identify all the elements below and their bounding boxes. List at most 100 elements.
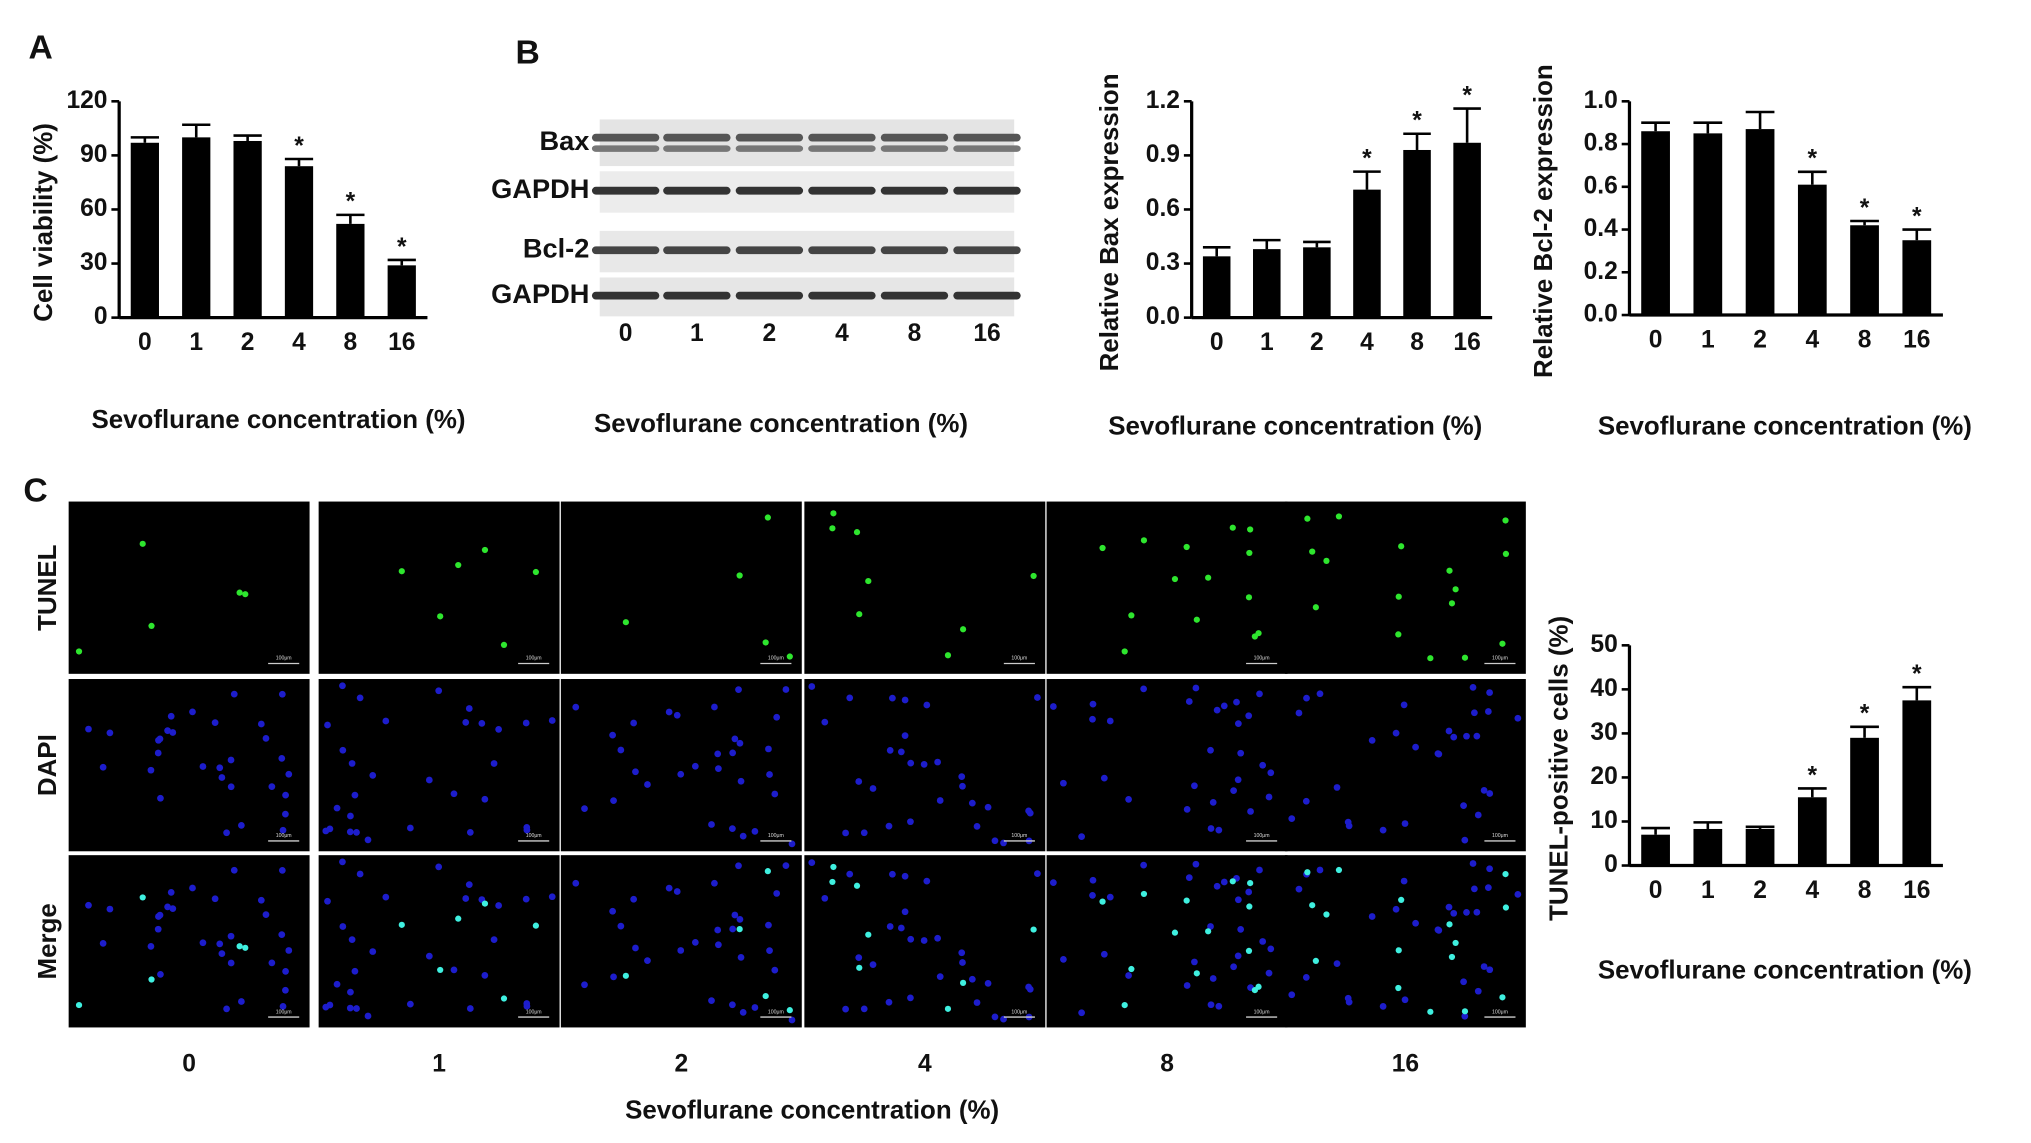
x-tick-label: 2 [1753, 877, 1767, 904]
scale-bar-label: 100μm [1011, 833, 1027, 839]
nucleus [609, 731, 616, 739]
nucleus [1302, 797, 1310, 805]
nucleus [901, 696, 909, 704]
nucleus [1185, 874, 1193, 881]
tunel-cell [1335, 866, 1343, 874]
nucleus [973, 823, 981, 830]
micrograph [1284, 501, 1526, 674]
tunel-cell [762, 992, 769, 1000]
tunel-cell [75, 648, 83, 655]
nucleus [348, 760, 356, 767]
nucleus [548, 893, 556, 901]
nucleus [216, 764, 224, 772]
micrograph [68, 501, 310, 674]
nucleus [326, 825, 334, 833]
nucleus [1486, 865, 1493, 873]
nucleus [737, 954, 745, 961]
tunel-cell [1247, 526, 1254, 533]
nucleus [490, 936, 498, 943]
nucleus [610, 973, 617, 981]
nucleus [886, 746, 894, 754]
bar [1850, 737, 1879, 866]
nucleus [218, 950, 226, 958]
bar [1745, 828, 1775, 866]
x-tick-label: 1 [1701, 877, 1715, 904]
tunel-cell [1030, 572, 1037, 580]
tunel-cell [1395, 984, 1402, 992]
nucleus [1192, 684, 1200, 692]
tunel-cell [1128, 612, 1135, 619]
bar [182, 137, 211, 318]
nucleus [968, 799, 976, 807]
tunel-cell [1312, 604, 1319, 611]
nucleus [1288, 815, 1296, 823]
nucleus [936, 797, 944, 804]
tunel-cell [1183, 543, 1190, 551]
nucleus [610, 797, 617, 805]
nucleus [1460, 802, 1467, 809]
tunel-cell [1304, 869, 1311, 876]
tunel-cell [1448, 600, 1456, 607]
blot-row-label: GAPDH [491, 278, 589, 309]
tunel-cell [1499, 994, 1506, 1001]
bar [1202, 256, 1231, 318]
tunel-cell [139, 540, 146, 547]
nucleus [1316, 690, 1324, 698]
scale-bar-label: 100μm [768, 833, 784, 839]
y-tick-label: 0.4 [1584, 215, 1619, 242]
nucleus [691, 762, 699, 770]
nucleus [1265, 793, 1273, 801]
nucleus [782, 686, 790, 693]
y-tick-label: 0.2 [1584, 258, 1618, 285]
nucleus [617, 922, 625, 930]
nucleus [731, 735, 739, 743]
bar [1902, 240, 1932, 316]
scale-bar-label: 100μm [526, 656, 542, 662]
bar [1693, 133, 1723, 316]
tunel-cell [242, 944, 249, 951]
lane-label: 1 [690, 320, 704, 347]
nucleus [984, 979, 992, 987]
nucleus [751, 1004, 759, 1011]
nucleus [465, 881, 473, 888]
tunel-cell [1502, 904, 1510, 911]
x-axis-label: Sevoflurane concentration (%) [1108, 413, 1482, 441]
lane-label: 8 [908, 320, 922, 347]
panel-label: A [28, 29, 52, 66]
tunel-cell [944, 1005, 952, 1012]
tunel-cell [830, 510, 837, 517]
nucleus [846, 870, 854, 878]
nucleus [1345, 822, 1353, 830]
nucleus [821, 894, 829, 902]
nucleus [164, 727, 171, 735]
nucleus [450, 790, 458, 798]
micrograph [318, 501, 560, 674]
nucleus [1514, 714, 1522, 722]
nucleus [1461, 836, 1469, 844]
scale-bar-label: 100μm [1254, 656, 1270, 662]
blot-band [591, 246, 660, 255]
nucleus [1237, 749, 1245, 757]
nucleus [1259, 761, 1267, 769]
tunel-cell [856, 964, 863, 971]
lane-label: 4 [835, 320, 849, 347]
nucleus [1209, 799, 1217, 806]
lane-label: 2 [763, 320, 777, 347]
nucleus [257, 896, 265, 904]
nucleus [167, 712, 175, 720]
nucleus [973, 999, 981, 1006]
nucleus [216, 940, 224, 948]
x-tick-label: 1 [1260, 329, 1274, 356]
y-axis-label: Relative Bcl-2 expression [1530, 64, 1558, 378]
nucleus [959, 959, 966, 966]
nucleus [1185, 698, 1193, 705]
nucleus [211, 719, 219, 727]
y-tick-label: 10 [1590, 807, 1617, 834]
nucleus [714, 926, 722, 934]
blot-row-label: GAPDH [491, 173, 589, 204]
y-tick-label: 0 [94, 303, 108, 330]
y-tick-label: 0.0 [1146, 303, 1180, 330]
nucleus [147, 942, 155, 950]
row-label: TUNEL [34, 544, 62, 630]
scale-bar-label: 100μm [526, 833, 542, 839]
